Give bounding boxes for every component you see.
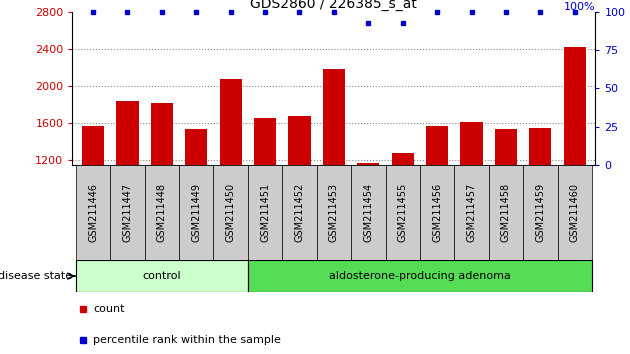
Bar	[357, 163, 379, 165]
Text: GSM211448: GSM211448	[157, 183, 167, 242]
Text: GSM211455: GSM211455	[398, 183, 408, 242]
Text: GSM211447: GSM211447	[122, 183, 132, 242]
Bar	[110, 165, 145, 260]
Bar	[461, 122, 483, 165]
Bar	[495, 129, 517, 165]
Text: GSM211458: GSM211458	[501, 183, 511, 242]
Text: GSM211450: GSM211450	[226, 183, 236, 242]
Text: GSM211452: GSM211452	[294, 183, 304, 242]
Bar	[76, 165, 110, 260]
Bar	[351, 165, 386, 260]
Text: GSM211459: GSM211459	[536, 183, 546, 242]
Text: GSM211454: GSM211454	[364, 183, 374, 242]
Bar	[254, 119, 277, 165]
Text: count: count	[93, 304, 125, 314]
Text: GSM211456: GSM211456	[432, 183, 442, 242]
Bar	[248, 260, 592, 292]
Text: GSM211460: GSM211460	[570, 183, 580, 242]
Bar	[391, 153, 414, 165]
Bar	[76, 260, 248, 292]
Bar	[529, 128, 551, 165]
Bar	[151, 103, 173, 165]
Bar	[323, 69, 345, 165]
Text: percentile rank within the sample: percentile rank within the sample	[93, 335, 281, 346]
Bar	[558, 165, 592, 260]
Text: GSM211453: GSM211453	[329, 183, 339, 242]
Bar	[219, 79, 242, 165]
Text: 100%: 100%	[564, 2, 595, 12]
Title: GDS2860 / 226385_s_at: GDS2860 / 226385_s_at	[251, 0, 417, 11]
Bar	[563, 46, 586, 165]
Bar	[185, 129, 207, 165]
Bar	[248, 165, 282, 260]
Text: GSM211449: GSM211449	[192, 183, 202, 242]
Bar	[426, 126, 449, 165]
Bar	[179, 165, 214, 260]
Bar	[282, 165, 317, 260]
Bar	[386, 165, 420, 260]
Text: disease state: disease state	[0, 271, 72, 281]
Text: GSM211451: GSM211451	[260, 183, 270, 242]
Bar	[454, 165, 489, 260]
Text: GSM211457: GSM211457	[466, 183, 476, 242]
Bar	[145, 165, 179, 260]
Text: control: control	[142, 271, 181, 281]
Text: aldosterone-producing adenoma: aldosterone-producing adenoma	[329, 271, 511, 281]
Bar	[117, 101, 139, 165]
Bar	[317, 165, 351, 260]
Bar	[523, 165, 558, 260]
Bar	[82, 126, 105, 165]
Bar	[489, 165, 523, 260]
Text: GSM211446: GSM211446	[88, 183, 98, 242]
Bar	[420, 165, 454, 260]
Bar	[214, 165, 248, 260]
Bar	[289, 116, 311, 165]
